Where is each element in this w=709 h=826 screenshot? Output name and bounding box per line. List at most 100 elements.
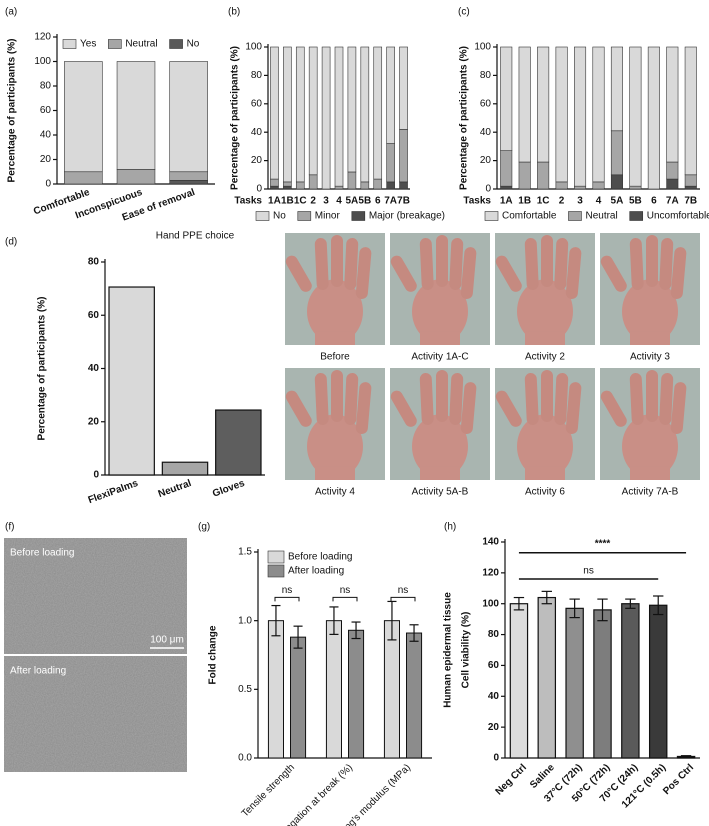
x-tick-label: Neutral	[157, 478, 193, 500]
bar-segment	[592, 181, 605, 190]
bar-segment	[500, 46, 513, 151]
bar-segment	[283, 185, 292, 190]
x-tick-label: Neg Ctrl	[494, 762, 529, 797]
bar	[215, 409, 262, 476]
y-tick-label: 80	[480, 70, 492, 81]
y-tick-label: 60	[40, 105, 52, 116]
legend-label: No	[187, 39, 200, 50]
y-tick-label: 120	[482, 567, 499, 578]
hand-finger	[331, 235, 343, 287]
hand-arm	[630, 331, 670, 345]
hand-finger	[646, 370, 658, 422]
x-tick-label: 1C	[294, 196, 307, 207]
y-tick-label: 100	[482, 598, 499, 609]
x-tick-label: 3	[323, 196, 329, 207]
legend-swatch	[629, 211, 644, 221]
x-tick-label: 6	[375, 196, 381, 207]
y-tick-label: 40	[40, 130, 52, 141]
x-tick-label: 1C	[537, 196, 550, 207]
panel-label: (a)	[5, 7, 17, 18]
hand-arm	[525, 466, 565, 480]
hand-finger	[314, 373, 329, 426]
hand-palm	[307, 279, 363, 344]
bar	[383, 620, 401, 759]
bar-segment	[283, 181, 292, 187]
hand-finger	[554, 238, 569, 291]
legend-label: Yes	[80, 39, 96, 50]
bar-segment	[373, 46, 383, 180]
bar-segment	[592, 46, 605, 183]
photo-caption: Activity 6	[525, 487, 565, 498]
y-tick-label: 40	[480, 127, 492, 138]
bar-segment	[360, 46, 370, 183]
bar-segment	[399, 181, 408, 190]
hand-finger	[554, 373, 569, 426]
bar-segment	[610, 46, 623, 132]
bar-segment	[334, 46, 344, 187]
hand-finger	[565, 247, 582, 299]
significance-label: ns	[583, 566, 594, 577]
bar-segment	[555, 181, 568, 190]
legend-swatch	[255, 211, 270, 221]
panel-label: (d)	[5, 237, 17, 248]
hand-finger	[541, 370, 553, 422]
hand-arm	[630, 466, 670, 480]
x-tick-label: Tensile strength	[240, 762, 297, 819]
x-tick-label: 6	[651, 196, 657, 207]
panel-label: (h)	[444, 522, 456, 533]
y-tick-label: 0	[256, 184, 262, 195]
hand-arm	[420, 466, 460, 480]
hand-finger	[524, 238, 539, 291]
bar	[565, 607, 584, 759]
legend-swatch	[267, 564, 285, 578]
y-axis-label: Human epidermal tissue	[443, 592, 454, 708]
bar-segment	[684, 46, 697, 176]
x-tick-label: 7A	[666, 196, 679, 207]
photo-caption: Activity 2	[525, 352, 565, 363]
hand-finger	[285, 390, 312, 427]
bar-segment	[347, 171, 357, 190]
hand-finger	[600, 390, 627, 427]
hand-palm	[307, 414, 363, 479]
hand-arm	[315, 466, 355, 480]
hand-finger	[355, 382, 372, 434]
y-tick-label: 40	[251, 127, 263, 138]
hand-finger	[659, 373, 674, 426]
y-tick-label: 100	[34, 56, 51, 67]
y-tick-label: 60	[251, 98, 263, 109]
legend-label: Neutral	[585, 211, 617, 222]
bar	[406, 632, 423, 759]
bar-segment	[308, 46, 318, 176]
y-tick-label: 0	[493, 753, 499, 764]
bar-segment	[116, 61, 156, 170]
hand-palm	[412, 414, 468, 479]
y-tick-label: 40	[88, 363, 100, 374]
photo-caption: Activity 7A-B	[622, 487, 679, 498]
hand-finger	[355, 247, 372, 299]
bar-segment	[169, 61, 208, 173]
bar-segment	[169, 180, 208, 185]
hand-palm	[622, 414, 678, 479]
hand-finger	[541, 235, 553, 287]
hand-finger	[670, 382, 687, 434]
bar-segment	[500, 185, 513, 190]
x-tick-label: 5A	[346, 196, 359, 207]
y-axis-label: Percentage of participants (%)	[7, 39, 18, 183]
x-tick-label: 4	[336, 196, 342, 207]
hand-finger	[460, 382, 477, 434]
bar-segment	[347, 46, 357, 173]
x-tick-label: 2	[559, 196, 565, 207]
bar-segment	[666, 178, 679, 190]
x-axis-label: Tasks	[463, 196, 491, 207]
bar	[509, 603, 529, 759]
y-tick-label: 100	[474, 42, 491, 53]
panel-label: (g)	[198, 522, 210, 533]
bar-segment	[537, 46, 550, 163]
hand-finger	[419, 373, 434, 426]
bar	[161, 461, 209, 476]
hand-finger	[285, 255, 312, 292]
y-axis-label: Fold change	[208, 625, 219, 684]
x-tick-label: 1A	[268, 196, 281, 207]
legend-swatch	[484, 211, 499, 221]
bar-segment	[684, 174, 697, 187]
